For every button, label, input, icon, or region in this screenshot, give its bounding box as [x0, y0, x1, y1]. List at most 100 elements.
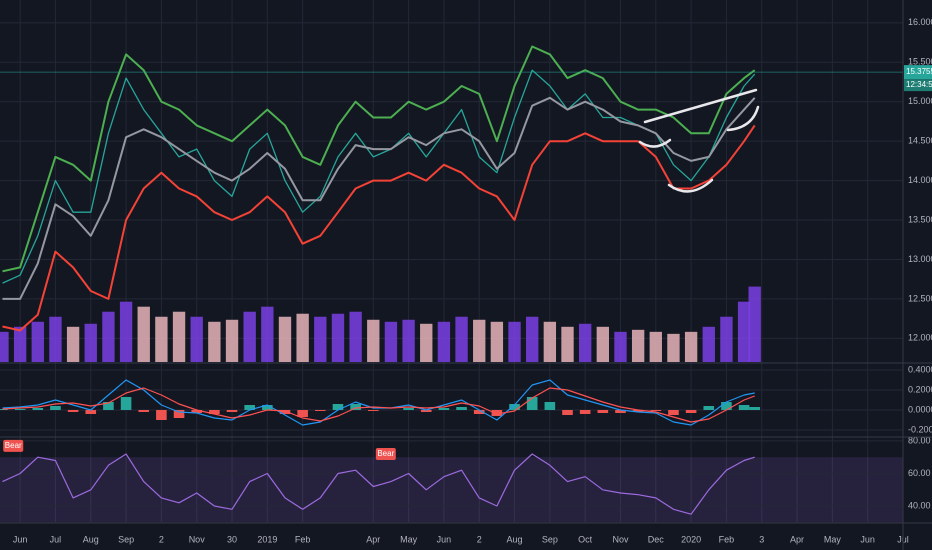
volume-bar [720, 316, 733, 362]
volume-bar [261, 306, 274, 362]
volume-bar [631, 329, 645, 362]
histogram-bar [597, 410, 609, 413]
y-tick-label: 60.00 [908, 468, 931, 478]
histogram-bar [279, 410, 291, 414]
x-tick-label: Jul [50, 534, 62, 544]
histogram-bar [67, 410, 79, 412]
histogram-bar [350, 404, 361, 410]
histogram-bar [749, 407, 760, 410]
y-tick-label: 80.00 [908, 435, 931, 445]
histogram-bar [668, 410, 679, 415]
y-tick-label: 12.50000 [908, 293, 932, 303]
y-tick-label: 0.00000 [908, 404, 932, 414]
volume-bar [49, 316, 62, 362]
histogram-bar [138, 410, 150, 412]
volume-bar [748, 286, 761, 362]
volume-bar [349, 311, 362, 362]
volume-bar [490, 321, 504, 362]
y-tick-label: 15.50000 [908, 57, 932, 67]
volume-bar [13, 326, 27, 362]
histogram-bar [544, 402, 556, 410]
x-tick-label: Jun [437, 534, 452, 544]
x-tick-label: 2020 [681, 534, 701, 544]
x-tick-label: 2019 [257, 534, 277, 544]
volume-bar [402, 319, 415, 362]
histogram-bar [403, 408, 414, 410]
series-line [2, 96, 756, 300]
volume-bar [102, 311, 115, 362]
histogram-bar [262, 405, 273, 410]
x-tick-label: 3 [759, 534, 764, 544]
x-tick-label: Sep [542, 534, 558, 544]
x-tick-label: Nov [612, 534, 629, 544]
volume-bar [437, 321, 451, 362]
countdown-tag [904, 79, 932, 92]
volume-bar [84, 323, 97, 362]
countdown-label: 12:34:59 [906, 80, 932, 89]
histogram-bar [685, 410, 697, 413]
volume-bar [278, 316, 292, 362]
x-tick-label: Sep [118, 534, 134, 544]
histogram-bar [632, 410, 644, 412]
histogram-bar [562, 410, 573, 415]
volume-bar [455, 316, 468, 362]
volume-bar [367, 319, 380, 362]
histogram-bar [244, 405, 255, 410]
x-tick-label: Feb [295, 534, 311, 544]
annotation-label: Bear [5, 441, 22, 450]
histogram-bar [473, 410, 485, 414]
rsi-band [0, 457, 903, 523]
histogram-bar [173, 410, 185, 418]
volume-bar [0, 331, 9, 362]
y-tick-label: 12.00000 [908, 333, 932, 343]
x-tick-label: Aug [83, 534, 99, 544]
arc-drawing [726, 105, 760, 132]
volume-bar [737, 301, 751, 362]
histogram-bar [315, 410, 326, 411]
price-tag [904, 65, 932, 80]
y-tick-label: 15.00000 [908, 96, 932, 106]
annotation-label: Bear [377, 449, 394, 458]
histogram-bar [14, 409, 26, 410]
histogram-bar [156, 410, 167, 420]
histogram-bar [209, 410, 220, 414]
volume-bar [155, 316, 168, 362]
drawings [638, 88, 760, 193]
volume-bar [561, 326, 574, 362]
volume-bar [208, 321, 221, 362]
volume-bar [614, 331, 627, 362]
volume-bar [172, 311, 186, 362]
x-tick-label: Apr [790, 534, 804, 544]
series-line [2, 387, 755, 423]
histogram-bar [703, 406, 715, 410]
x-tick-label: Jun [13, 534, 28, 544]
series-line [2, 45, 756, 273]
volume-bar [508, 321, 521, 362]
histogram-bar [438, 408, 450, 410]
volume-bar [314, 316, 327, 362]
histogram-bar [509, 404, 520, 410]
y-tick-label: 14.50000 [908, 136, 932, 146]
histogram-bar [721, 402, 732, 410]
volume-bar [66, 326, 80, 362]
volume-bar [684, 331, 698, 362]
volume-bar [296, 313, 309, 362]
volume-bar [596, 326, 610, 362]
histogram-bar [50, 406, 61, 410]
x-tick-label: Jun [860, 534, 875, 544]
y-tick-label: 0.40000 [908, 364, 932, 374]
volume-bar [137, 306, 150, 362]
annotation-box [3, 439, 24, 452]
histogram-bar [456, 407, 467, 410]
x-tick-label: Aug [507, 534, 523, 544]
x-tick-label: Apr [366, 534, 380, 544]
histogram-bar [615, 410, 626, 413]
series-line [2, 124, 756, 332]
y-tick-label: 40.00 [908, 500, 931, 510]
x-tick-label: May [824, 534, 842, 544]
volume-bar [331, 313, 345, 362]
x-tick-label: Feb [719, 534, 735, 544]
x-tick-label: May [400, 534, 418, 544]
